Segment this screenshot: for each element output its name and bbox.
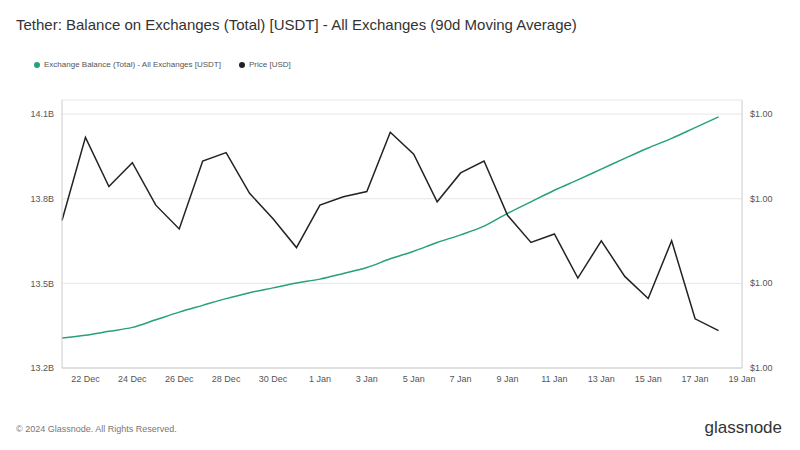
- svg-text:14.1B: 14.1B: [30, 109, 54, 119]
- svg-text:1 Jan: 1 Jan: [309, 374, 331, 384]
- svg-text:26 Dec: 26 Dec: [165, 374, 194, 384]
- html-text:© 2024 Glassnode. All Rights R: © 2024 Glassnode. All Rights Reserved.: [16, 424, 177, 434]
- svg-text:17 Jan: 17 Jan: [682, 374, 709, 384]
- svg-text:5 Jan: 5 Jan: [403, 374, 425, 384]
- svg-text:24 Dec: 24 Dec: [118, 374, 147, 384]
- svg-text:28 Dec: 28 Dec: [212, 374, 241, 384]
- svg-text:13.5B: 13.5B: [30, 279, 54, 289]
- svg-text:15 Jan: 15 Jan: [635, 374, 662, 384]
- svg-text:$1.00: $1.00: [750, 278, 773, 288]
- svg-text:13.2B: 13.2B: [30, 363, 54, 373]
- svg-text:3 Jan: 3 Jan: [356, 374, 378, 384]
- svg-text:11 Jan: 11 Jan: [541, 374, 567, 384]
- svg-text:13.8B: 13.8B: [30, 194, 54, 204]
- svg-text:$1.00: $1.00: [750, 194, 773, 204]
- html-text:Tether: Balance on Exchanges (: Tether: Balance on Exchanges (Total) [US…: [16, 16, 577, 33]
- svg-text:$1.00: $1.00: [750, 109, 773, 119]
- svg-text:$1.00: $1.00: [750, 363, 773, 373]
- html-text:Exchange Balance (Total) - All: Exchange Balance (Total) - All Exchanges…: [44, 60, 221, 69]
- html-text:Price [USD]: Price [USD]: [249, 60, 291, 69]
- svg-text:13 Jan: 13 Jan: [588, 374, 615, 384]
- svg-text:7 Jan: 7 Jan: [450, 374, 472, 384]
- svg-text:19 Jan: 19 Jan: [728, 374, 755, 384]
- svg-text:9 Jan: 9 Jan: [497, 374, 519, 384]
- svg-text:22 Dec: 22 Dec: [71, 374, 100, 384]
- html-text:glassnode: glassnode: [704, 418, 782, 437]
- svg-text:30 Dec: 30 Dec: [259, 374, 288, 384]
